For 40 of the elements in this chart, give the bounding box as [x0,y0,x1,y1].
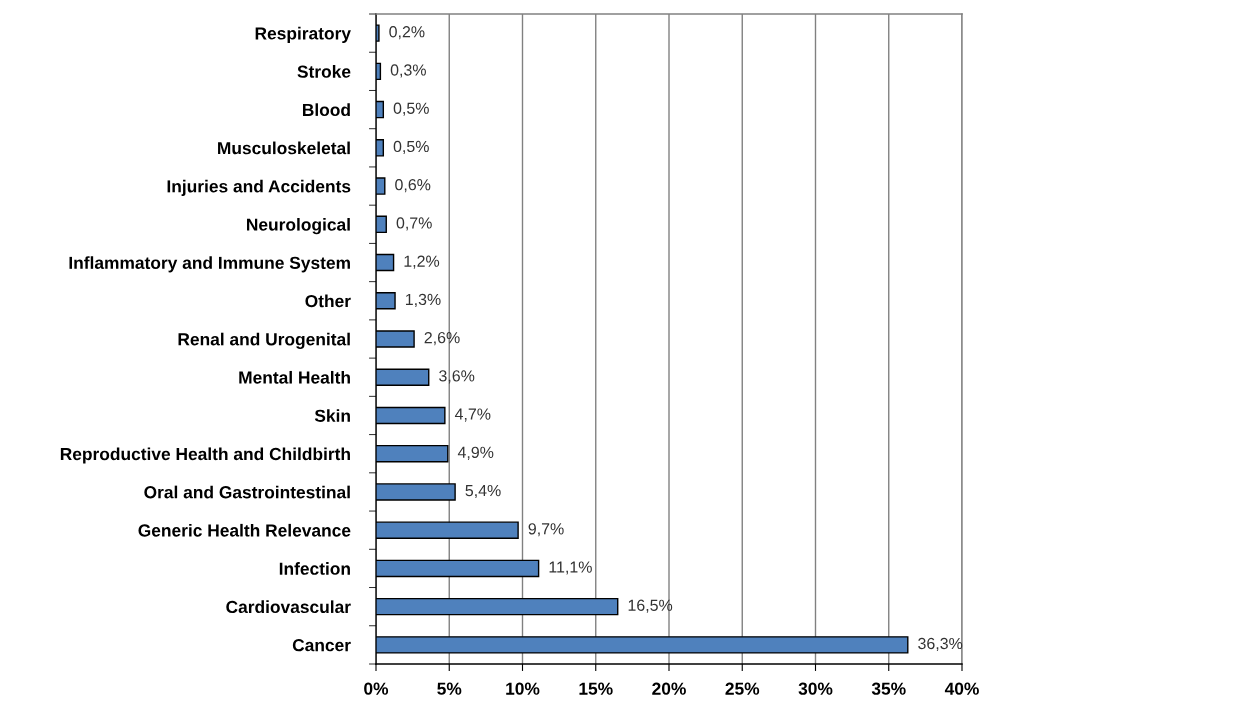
y-tick-label: Generic Health Relevance [138,523,351,537]
x-tick-label: 30% [798,682,833,695]
y-tick-label: Oral and Gastrointestinal [144,485,350,499]
y-tick-label: Neurological [247,218,350,235]
data-label: 4,7% [454,408,491,422]
y-tick-label: Reproductive Health and Childbirth [60,447,350,464]
y-tick-label: Cancer [292,639,351,652]
y-tick-label: Skin [314,409,350,422]
data-label: 16,5% [628,599,673,613]
data-label: 5,4% [465,484,501,499]
x-tick-label: 25% [725,682,760,695]
y-tick-label: Inflammatory and Immune System [69,256,350,273]
y-tick-label: Other [305,294,351,308]
x-tick-label: 10% [506,682,540,695]
data-label: 9,7% [528,523,564,537]
x-tick-label: 5% [437,682,462,695]
y-tick-label: Respiratory [255,26,351,44]
data-label: 0,5% [393,140,429,154]
y-tick-label: Injuries and Accidents [167,179,351,196]
data-label: 1,2% [404,255,440,269]
data-label: 11,1% [549,561,592,575]
data-label: 0,6% [395,179,431,193]
x-tick-label: 0% [364,682,389,695]
data-label: 0,5% [393,102,429,116]
y-tick-label: Stroke [297,65,351,78]
x-tick-label: 40% [944,682,979,695]
data-label: 4,9% [457,446,494,460]
data-label: 0,7% [396,217,432,231]
y-tick-label: Mental Health [239,370,350,384]
y-tick-label: Musculoskeletal [218,141,350,155]
data-label: 0,2% [389,26,425,40]
y-tick-label: Infection [279,562,350,575]
y-tick-label: Renal and Urogenital [178,332,350,349]
x-tick-label: 35% [871,682,906,695]
x-tick-label: 20% [652,682,686,695]
x-tick-label: 15% [579,682,613,695]
y-tick-label: Cardiovascular [226,600,351,614]
data-label: 1,3% [405,293,441,307]
data-label: 0,3% [390,64,426,78]
y-tick-label: Blood [302,103,350,117]
